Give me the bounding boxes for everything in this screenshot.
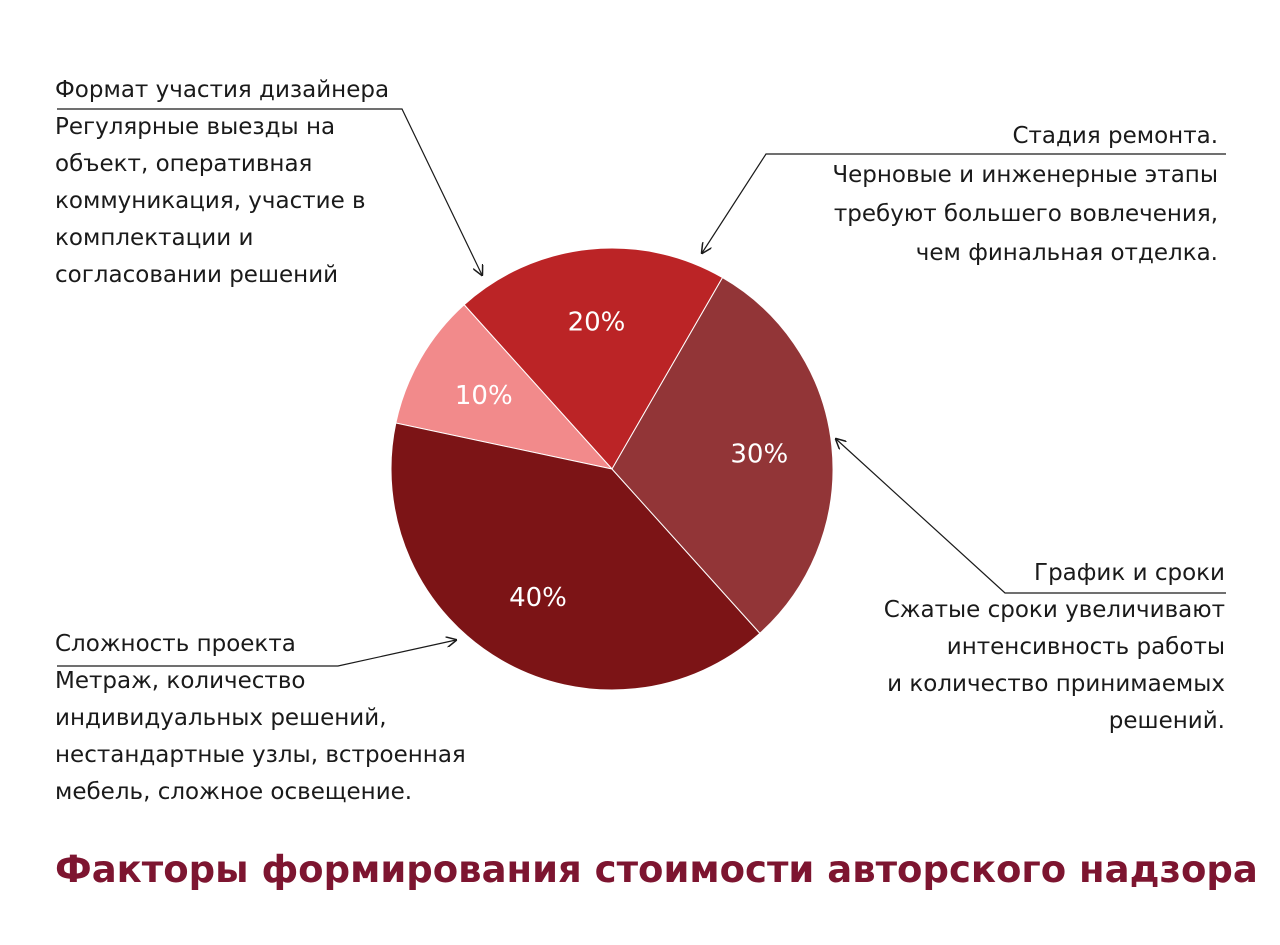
callout-schedule-line: Сжатые сроки увеличивают: [883, 597, 1225, 623]
callout-format-title: Формат участия дизайнера: [55, 77, 390, 103]
pie-value-labels: 20% 10% 40% 30%: [455, 308, 788, 614]
callout-stage-line: требуют большего вовлечения,: [833, 201, 1218, 227]
callout-format-line: согласовании решений: [55, 262, 339, 288]
callout-schedule: График и сроки Сжатые сроки увеличивают …: [884, 555, 1225, 740]
pie-value-label: 20%: [568, 308, 626, 338]
pie-value-label: 40%: [509, 583, 567, 613]
leader-lines: [57, 108, 1226, 667]
callout-format-line: Регулярные выезды на: [55, 114, 336, 140]
callout-complexity-line: Метраж, количество: [55, 668, 306, 694]
leader-complexity: [57, 640, 456, 667]
pie-value-label: 10%: [455, 381, 513, 411]
callout-schedule-line: решений.: [1108, 708, 1225, 734]
callout-schedule-line: интенсивность работы: [946, 634, 1225, 660]
callout-schedule-line: и количество принимаемых: [887, 671, 1225, 697]
pie-slice: [463, 247, 724, 470]
pie-slice: [611, 276, 834, 634]
pie-slices: [390, 247, 834, 691]
callout-schedule-title: График и сроки: [1034, 560, 1225, 586]
pie-value-label: 30%: [730, 440, 788, 470]
pie-slice: [395, 304, 614, 470]
chart-title: Факторы формирования стоимости авторског…: [55, 848, 1258, 891]
callout-complexity: Сложность проекта Метраж, количество инд…: [55, 626, 466, 811]
callout-stage-line: чем финальная отделка.: [915, 240, 1218, 266]
callout-stage-title: Стадия ремонта.: [1012, 123, 1218, 149]
callout-complexity-line: нестандартные узлы, встроенная: [55, 742, 466, 768]
leader-format: [57, 108, 482, 275]
callout-stage: Стадия ремонта. Черновые и инженерные эт…: [832, 117, 1218, 273]
callout-complexity-title: Сложность проекта: [55, 631, 296, 657]
leader-schedule: [836, 439, 1226, 594]
callout-complexity-line: мебель, сложное освещение.: [55, 779, 413, 805]
callout-stage-line: Черновые и инженерные этапы: [832, 162, 1218, 188]
callout-format: Формат участия дизайнера Регулярные выез…: [55, 72, 389, 294]
callout-format-line: комплектации и: [55, 225, 254, 251]
pie-slice: [390, 422, 761, 691]
leader-stage: [702, 153, 1226, 253]
callout-format-line: объект, оперативная: [55, 151, 313, 177]
callout-format-line: коммуникация, участие в: [55, 188, 366, 214]
callout-complexity-line: индивидуальных решений,: [55, 705, 387, 731]
